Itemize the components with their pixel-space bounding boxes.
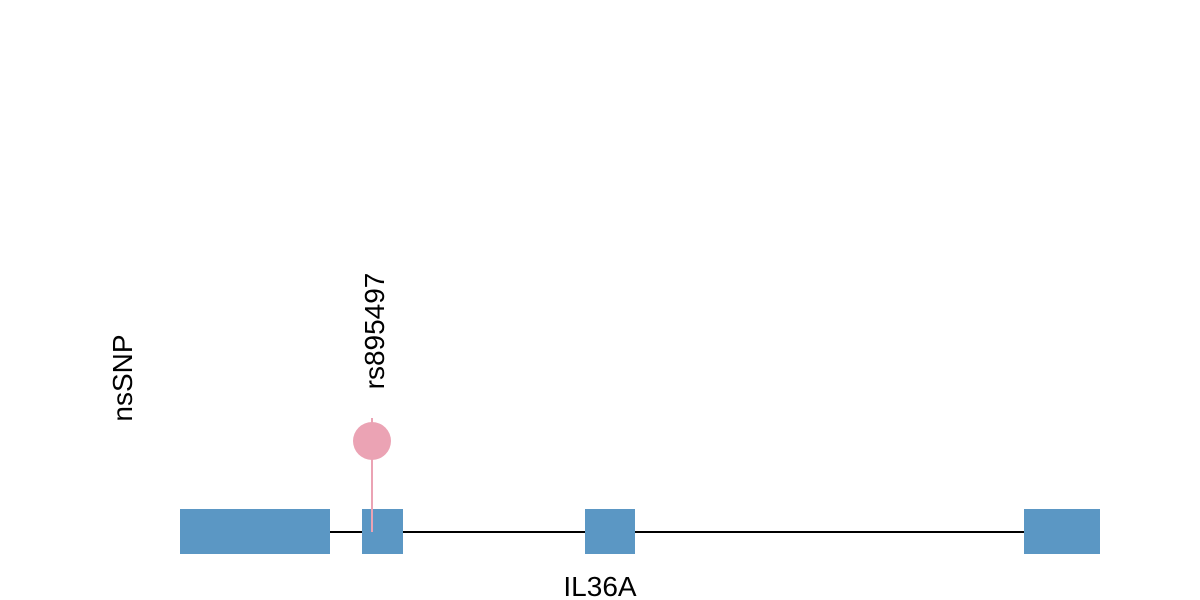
exon-4: [1024, 509, 1100, 554]
snp-marker[interactable]: [353, 422, 391, 460]
exon-2: [362, 509, 403, 554]
track-label: nsSNP: [107, 334, 138, 421]
snp-label: rs895497: [359, 273, 390, 390]
exon-1: [180, 509, 330, 554]
gene-name: IL36A: [563, 571, 636, 600]
exon-3: [585, 509, 635, 554]
